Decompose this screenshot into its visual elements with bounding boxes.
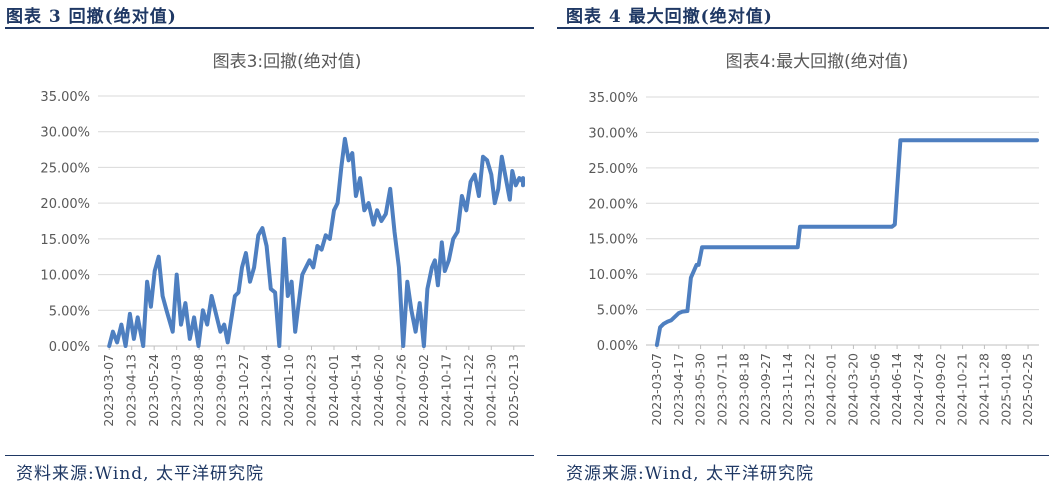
left-x-tick-label: 2023-03-07 xyxy=(101,354,116,427)
left-x-tick-label: 2024-04-01 xyxy=(326,354,341,427)
left-source-note: 资料来源:Wind, 太平洋研究院 xyxy=(16,464,264,484)
left-y-tick-label: 5.00% xyxy=(49,304,90,319)
left-x-tick-label: 2024-09-02 xyxy=(416,354,431,427)
left-source-rule xyxy=(5,455,534,456)
right-x-tick-label: 2025-01-08 xyxy=(998,353,1013,426)
left-x-tick-label: 2024-10-17 xyxy=(438,354,453,427)
right-y-tick-label: 15.00% xyxy=(588,233,638,248)
left-header-rule xyxy=(5,27,534,29)
left-y-tick-label: 0.00% xyxy=(49,340,90,355)
left-x-tick-label: 2023-12-04 xyxy=(259,354,274,427)
right-y-tick-label: 0.00% xyxy=(597,339,638,354)
left-x-tick-label: 2023-10-27 xyxy=(236,354,251,427)
left-x-tick-label: 2024-12-30 xyxy=(483,354,498,427)
right-y-tick-label: 35.00% xyxy=(588,91,638,106)
right-y-tick-label: 20.00% xyxy=(588,197,638,212)
right-x-tick-label: 2023-04-17 xyxy=(671,353,686,426)
right-x-tick-label: 2024-03-20 xyxy=(845,353,860,426)
right-source-rule xyxy=(557,455,1049,456)
left-x-tick-label: 2024-07-26 xyxy=(393,354,408,427)
right-x-tick-label: 2024-09-02 xyxy=(933,353,948,426)
right-header-rule xyxy=(557,27,1049,29)
left-series-line xyxy=(107,136,525,348)
left-x-tick-label: 2024-05-14 xyxy=(348,354,363,427)
right-x-tick-label: 2024-05-06 xyxy=(867,353,882,426)
left-x-tick-label: 2024-01-10 xyxy=(281,354,296,427)
right-x-tick-label: 2023-09-27 xyxy=(758,353,773,426)
right-y-tick-label: 25.00% xyxy=(588,162,638,177)
left-x-tick-label: 2024-02-23 xyxy=(304,354,319,427)
left-x-tick-label: 2023-04-13 xyxy=(124,354,139,427)
right-x-tick-label: 2024-02-01 xyxy=(824,353,839,426)
left-x-tick-label: 2023-09-13 xyxy=(214,354,229,427)
left-y-tick-label: 30.00% xyxy=(40,126,90,141)
right-x-tick-label: 2025-02-25 xyxy=(1020,353,1035,426)
right-x-tick-label: 2023-07-11 xyxy=(714,353,729,426)
right-y-tick-label: 5.00% xyxy=(597,304,638,319)
left-x-tick-label: 2023-05-24 xyxy=(146,354,161,427)
right-x-tick-label: 2024-10-21 xyxy=(955,353,970,426)
left-drawdown-chart: 图表3:回撤(绝对值) 0.00% 5.00% 10.00% 15.00% 20.00% 2… xyxy=(40,52,525,427)
right-y-tick-label: 30.00% xyxy=(588,126,638,141)
left-y-tick-label: 15.00% xyxy=(40,233,90,248)
left-chart-title: 图表3:回撤(绝对值) xyxy=(213,52,362,72)
left-y-tick-label: 10.00% xyxy=(40,269,90,284)
left-figure-header: 图表 3 回撤(绝对值) xyxy=(6,7,177,27)
left-y-tick-label: 25.00% xyxy=(40,161,90,176)
left-y-tick-label: 35.00% xyxy=(40,90,90,105)
right-x-tick-label: 2023-08-18 xyxy=(736,353,751,426)
right-chart-title: 图表4:最大回撤(绝对值) xyxy=(726,52,909,72)
right-x-tick-label: 2023-03-07 xyxy=(649,353,664,426)
left-x-tick-label: 2024-11-22 xyxy=(461,354,476,427)
left-x-tick-label: 2023-08-08 xyxy=(191,354,206,427)
right-source-note: 资源来源:Wind, 太平洋研究院 xyxy=(566,464,814,484)
left-x-tick-label: 2025-02-13 xyxy=(506,354,521,427)
left-x-tick-label: 2024-06-20 xyxy=(371,354,386,427)
left-y-tick-label: 20.00% xyxy=(40,197,90,212)
right-x-tick-label: 2023-05-30 xyxy=(693,353,708,426)
left-x-tick-label: 2023-07-03 xyxy=(169,354,184,427)
right-x-tick-label: 2023-11-14 xyxy=(780,353,795,426)
right-max-drawdown-chart: 图表4:最大回撤(绝对值) 0.00% 5.00% 10.00% 15.00% 20.00… xyxy=(588,52,1039,426)
right-figure-header: 图表 4 最大回撤(绝对值) xyxy=(566,7,773,27)
right-x-tick-label: 2023-12-22 xyxy=(802,353,817,426)
right-x-tick-label: 2024-07-24 xyxy=(911,353,926,426)
right-x-tick-label: 2024-11-28 xyxy=(976,353,991,426)
right-y-tick-label: 10.00% xyxy=(588,268,638,283)
right-series-line xyxy=(654,138,1039,347)
right-x-tick-label: 2024-06-14 xyxy=(889,353,904,426)
